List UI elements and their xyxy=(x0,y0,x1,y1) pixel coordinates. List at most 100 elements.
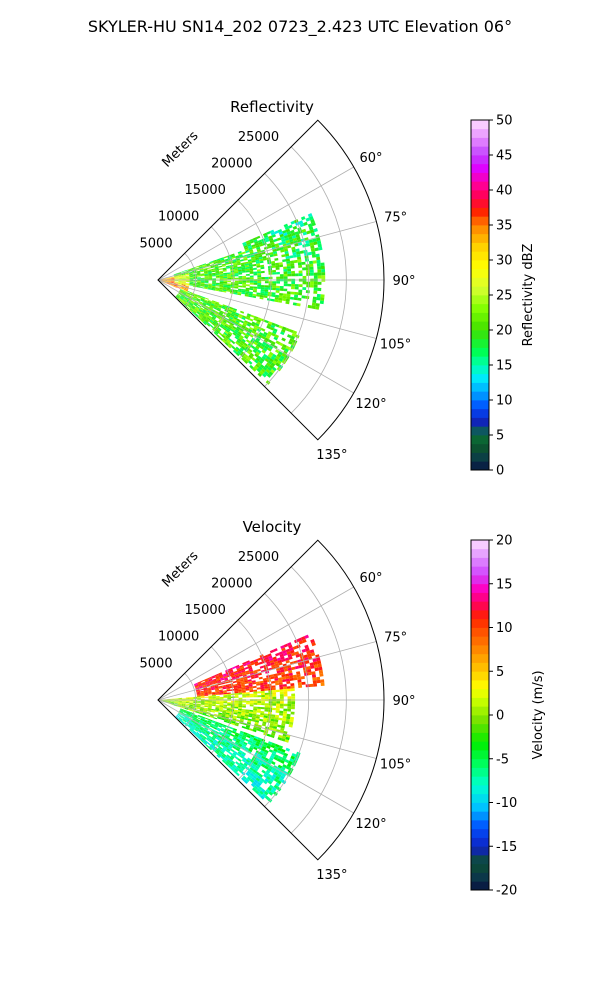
echo-gate xyxy=(233,685,238,688)
echo-gate xyxy=(213,313,218,317)
echo-gate xyxy=(207,736,212,740)
echo-gate xyxy=(186,720,191,723)
echo-gate xyxy=(223,274,228,276)
echo-gate xyxy=(316,660,322,665)
echo-gate xyxy=(241,710,246,713)
echo-gate xyxy=(217,727,221,731)
echo-gate xyxy=(252,290,257,293)
echo-gate xyxy=(178,292,182,295)
echo-gate xyxy=(303,221,308,226)
echo-gate xyxy=(209,262,214,265)
echo-gate xyxy=(291,273,296,277)
echo-gate xyxy=(264,757,269,762)
sector-frame xyxy=(157,539,385,861)
echo-gate xyxy=(271,687,276,691)
echo-gate xyxy=(294,291,299,295)
echo-gate xyxy=(192,273,197,275)
echo-gate xyxy=(250,345,256,350)
echo-gate xyxy=(249,326,254,331)
echo-gate xyxy=(254,242,259,247)
echo-gate xyxy=(186,300,190,304)
echo-gate xyxy=(252,729,257,733)
echo-gate xyxy=(223,758,227,762)
echo-gate xyxy=(204,299,209,302)
echo-gate xyxy=(188,296,193,300)
echo-gate xyxy=(306,230,311,235)
echo-gate xyxy=(270,734,275,739)
echo-gate xyxy=(264,795,270,801)
echo-gate xyxy=(187,711,191,714)
echo-gate xyxy=(260,343,266,348)
colorbar-bin xyxy=(471,855,489,865)
echo-gate xyxy=(276,353,282,358)
echo-gate xyxy=(189,278,194,280)
echo-gate xyxy=(317,281,322,285)
echo-gate xyxy=(207,721,212,725)
echo-gate xyxy=(234,286,239,289)
echo-gate xyxy=(282,293,287,297)
echo-gate xyxy=(209,739,214,743)
echo-gate xyxy=(220,323,225,328)
echo-gate xyxy=(239,732,244,736)
echo-gate xyxy=(239,664,244,668)
echo-gate xyxy=(261,251,266,255)
echo-gate xyxy=(224,309,229,313)
echo-gate xyxy=(291,704,295,707)
velocity-axis-labels: 50001000015000200002500060°75°90°105°120… xyxy=(140,550,416,883)
echo-gate xyxy=(189,282,194,284)
echo-gate xyxy=(247,243,252,247)
echo-gate xyxy=(223,707,227,709)
echo-gate xyxy=(189,722,193,726)
echo-gate xyxy=(253,669,258,673)
echo-gate xyxy=(190,301,195,304)
echo-gate xyxy=(318,666,323,671)
echo-gate xyxy=(241,713,245,717)
echo-gate xyxy=(208,677,212,681)
echo-gate xyxy=(210,723,215,726)
echo-gate xyxy=(253,281,258,283)
echo-gate xyxy=(170,280,175,282)
echo-gate xyxy=(256,714,261,717)
echo-gate xyxy=(210,738,215,742)
echo-gate xyxy=(244,320,249,324)
echo-gate xyxy=(247,665,252,669)
echo-gate xyxy=(273,658,278,663)
echo-gate xyxy=(205,744,210,748)
echo-gate xyxy=(208,315,212,319)
echo-gate xyxy=(312,658,317,663)
echo-gate xyxy=(182,300,186,303)
echo-gate xyxy=(245,268,250,271)
echo-gate xyxy=(211,285,216,288)
echo-gate xyxy=(210,303,215,306)
echo-gate xyxy=(253,706,258,709)
echo-gate xyxy=(262,366,268,371)
echo-gate xyxy=(199,688,204,691)
echo-gate xyxy=(260,264,265,268)
echo-gate xyxy=(200,280,205,282)
echo-gate xyxy=(240,738,245,742)
echo-gate xyxy=(199,711,203,714)
echo-gate xyxy=(170,702,175,703)
echo-gate xyxy=(223,705,227,708)
echo-gate xyxy=(271,260,276,264)
echo-gate xyxy=(227,720,232,723)
echo-gate xyxy=(208,679,213,683)
echo-gate xyxy=(297,297,302,301)
echo-gate xyxy=(181,714,185,717)
echo-gate xyxy=(197,715,202,718)
echo-gate xyxy=(255,363,260,368)
echo-gate xyxy=(284,348,289,353)
echo-gate xyxy=(291,284,295,287)
echo-gate xyxy=(253,695,258,698)
echo-gate xyxy=(208,696,213,698)
echo-gate xyxy=(182,299,186,303)
echo-gate xyxy=(217,680,221,684)
echo-gate xyxy=(249,286,254,289)
echo-gate xyxy=(194,734,199,738)
echo-gate xyxy=(189,273,193,275)
azimuth-tick-label: 135° xyxy=(316,448,347,463)
echo-gate xyxy=(175,295,179,299)
echo-gate xyxy=(248,262,253,266)
echo-gate xyxy=(286,293,291,297)
echo-gate xyxy=(212,259,217,262)
